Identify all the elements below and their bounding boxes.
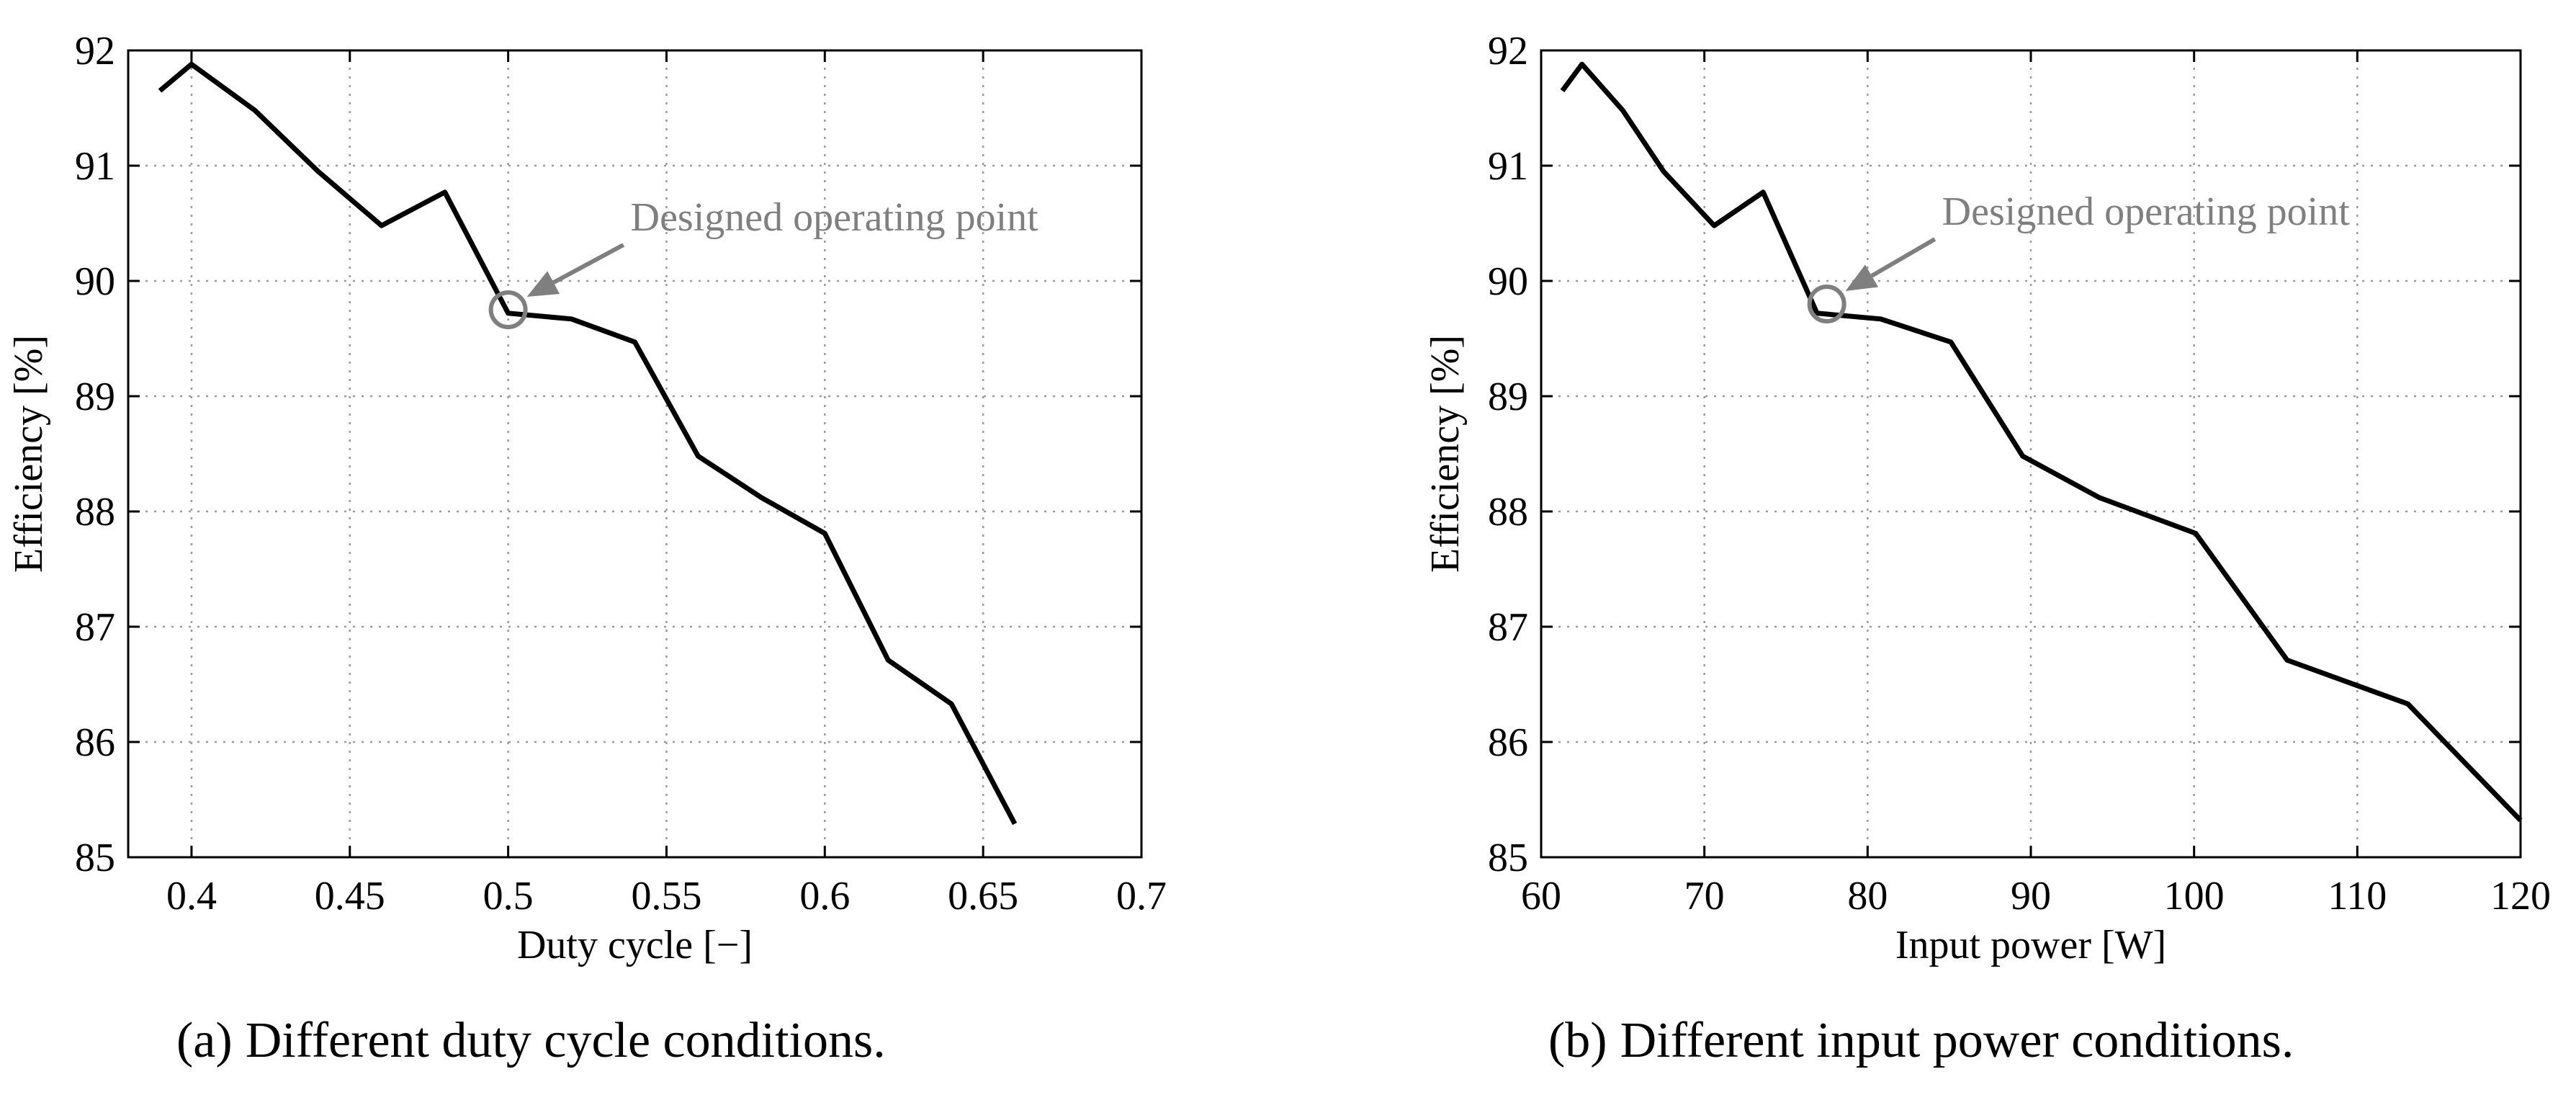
y-tick-labels: 85 86 87 88 89 90 91 92 <box>75 29 115 880</box>
x-tick-label: 0.7 <box>1116 874 1167 918</box>
caption-a: (a) Different duty cycle conditions. <box>176 1012 886 1070</box>
y-tick-label: 92 <box>75 29 115 73</box>
x-tick-label: 0.45 <box>315 874 385 918</box>
y-axis-label: Efficiency [%] <box>6 335 51 573</box>
x-tick-label: 0.6 <box>799 874 850 918</box>
x-tick-label: 0.4 <box>166 874 217 918</box>
annotation-arrow <box>552 243 625 285</box>
grid-lines <box>128 49 1143 859</box>
tick-marks <box>1540 49 2522 859</box>
x-tick-label: 70 <box>1684 874 1725 918</box>
annotation-arrow-head <box>1845 264 1879 291</box>
annotation-arrow-head <box>526 271 560 297</box>
caption-text: Different duty cycle conditions. <box>245 1013 886 1068</box>
x-tick-labels: 60 70 80 90 100 110 120 <box>1521 874 2551 918</box>
efficiency-series-line <box>1560 61 2523 823</box>
y-tick-label: 89 <box>75 375 115 419</box>
y-tick-label: 90 <box>1488 259 1528 304</box>
x-tick-label: 60 <box>1521 874 1561 918</box>
operating-point-marker <box>1807 285 1846 323</box>
y-tick-label: 87 <box>75 605 115 650</box>
annotation-arrow <box>1870 237 1937 278</box>
x-tick-label: 120 <box>2490 874 2551 918</box>
y-tick-label: 91 <box>1488 144 1528 189</box>
tick-marks <box>128 49 1143 859</box>
annotation-text: Designed operating point <box>631 195 1039 240</box>
y-tick-labels: 85 86 87 88 89 90 91 92 <box>1488 29 1528 880</box>
grid-lines <box>1540 49 2522 859</box>
x-tick-label: 0.5 <box>483 874 534 918</box>
y-tick-label: 86 <box>75 720 115 765</box>
x-tick-label: 80 <box>1847 874 1888 918</box>
annotation-text: Designed operating point <box>1942 189 2351 234</box>
y-tick-label: 92 <box>1488 29 1528 73</box>
y-tick-label: 89 <box>1488 375 1528 419</box>
caption-text: Different input power conditions. <box>1620 1013 2294 1068</box>
x-tick-label: 90 <box>2011 874 2051 918</box>
y-tick-label: 85 <box>1488 836 1528 880</box>
y-tick-label: 90 <box>75 259 115 304</box>
chart-duty-cycle: 0.4 0.45 0.5 0.55 0.6 0.65 0.7 85 86 87 88 89 90 91 9… <box>6 29 1167 967</box>
x-axis-label: Duty cycle [−] <box>517 923 753 967</box>
x-tick-label: 110 <box>2328 874 2387 918</box>
caption-label: (b) <box>1548 1013 1607 1068</box>
x-axis-label: Input power [W] <box>1895 923 2166 967</box>
y-tick-label: 87 <box>1488 605 1528 650</box>
x-tick-label: 0.65 <box>948 874 1018 918</box>
y-axis-label: Efficiency [%] <box>1423 335 1468 573</box>
x-tick-labels: 0.4 0.45 0.5 0.55 0.6 0.65 0.7 <box>166 874 1167 918</box>
y-tick-label: 91 <box>75 144 115 189</box>
efficiency-series-line <box>158 61 1018 826</box>
caption-label: (a) <box>176 1013 233 1068</box>
y-tick-label: 86 <box>1488 720 1528 765</box>
operating-point-marker <box>488 290 528 329</box>
y-tick-label: 88 <box>75 490 115 535</box>
y-tick-label: 88 <box>1488 490 1528 535</box>
plot-frame <box>127 49 1143 859</box>
chart-input-power: 60 70 80 90 100 110 120 85 86 87 88 89 90 91 92 Desig… <box>1423 29 2551 967</box>
x-tick-label: 100 <box>2164 874 2225 918</box>
x-tick-label: 0.55 <box>631 874 701 918</box>
y-tick-label: 85 <box>75 836 115 880</box>
caption-b: (b) Different input power conditions. <box>1548 1012 2294 1070</box>
